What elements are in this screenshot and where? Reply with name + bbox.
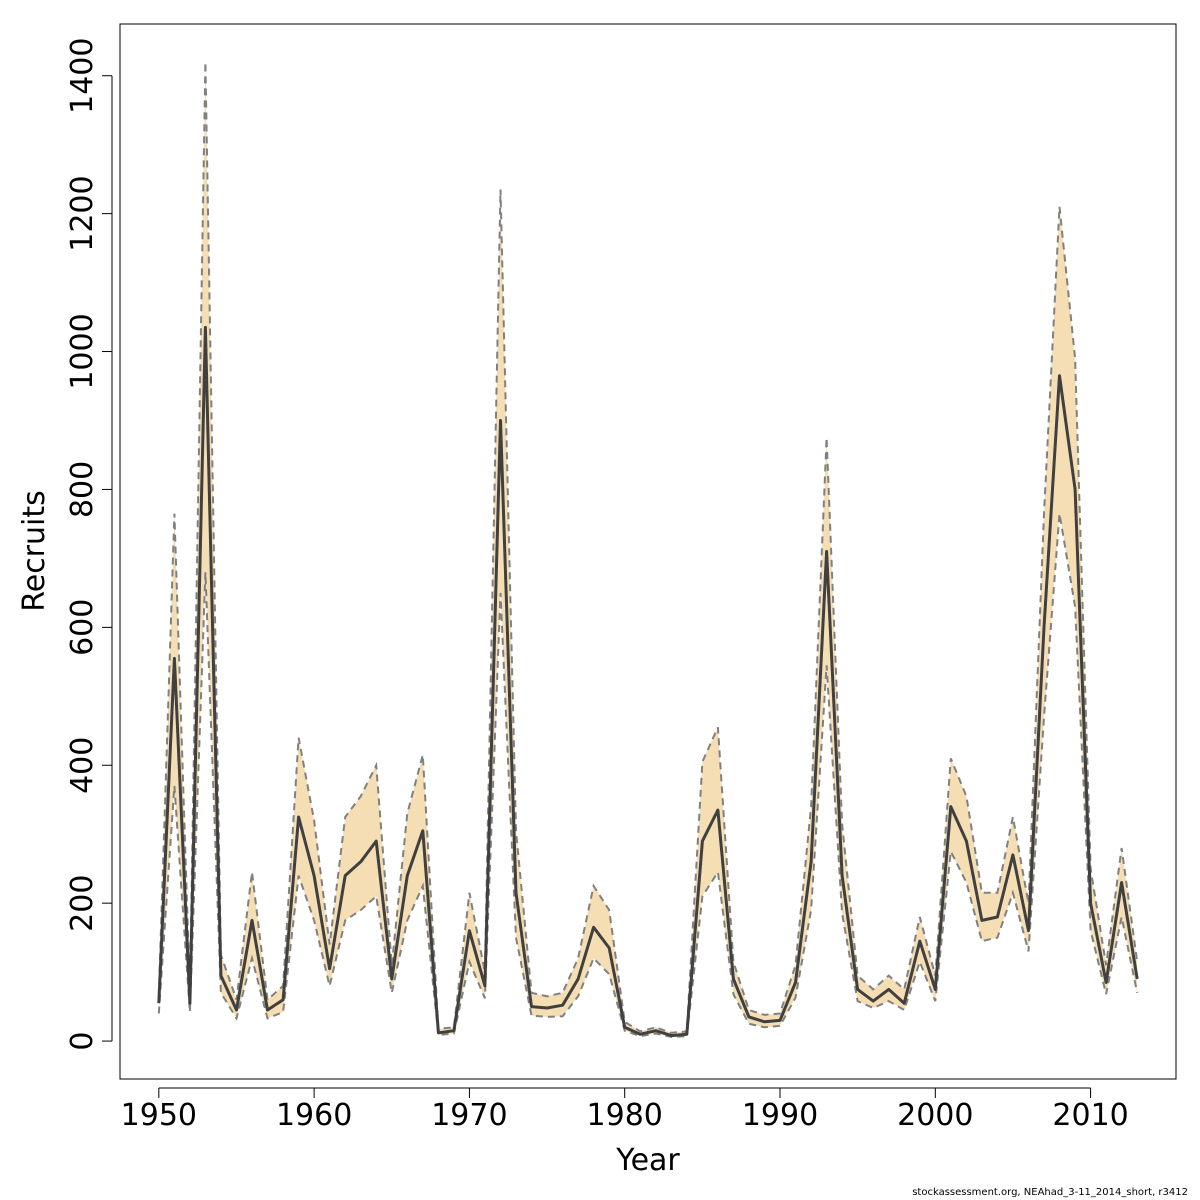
y-tick-label: 800	[65, 461, 100, 518]
x-tick-label: 1990	[742, 1098, 818, 1133]
upper-bound-line	[157, 61, 1139, 1034]
recruits-series-line	[157, 325, 1139, 1038]
confidence-band	[157, 61, 1139, 1038]
x-tick-label: 1960	[276, 1098, 352, 1133]
footer-caption: stockassessment.org, NEAhad_3-11_2014_sh…	[912, 1187, 1188, 1198]
y-axis: 0 200 400 600 800 1000 1200 1400	[65, 38, 113, 1051]
plot-frame	[119, 23, 1177, 1080]
x-tick-label: 1950	[121, 1098, 197, 1133]
y-tick-label: 0	[65, 1032, 100, 1051]
lower-bound-line	[157, 513, 1139, 1038]
x-tick-label: 1970	[431, 1098, 507, 1133]
x-axis: 1950 1960 1970 1980 1990 2000 2010	[121, 1087, 1129, 1133]
y-axis-title: Recruits	[17, 490, 52, 612]
x-tick-label: 2010	[1052, 1098, 1128, 1133]
band-area	[158, 61, 1138, 1037]
y-tick-label: 1400	[65, 38, 100, 114]
y-tick-label: 1200	[65, 175, 100, 251]
estimate-line	[157, 325, 1139, 1038]
y-tick-label: 1000	[65, 313, 100, 389]
y-tick-label: 200	[65, 875, 100, 932]
x-axis-title: Year	[615, 1143, 680, 1178]
y-tick-label: 400	[65, 737, 100, 794]
y-tick-label: 600	[65, 599, 100, 656]
x-tick-label: 1980	[587, 1098, 663, 1133]
x-tick-label: 2000	[897, 1098, 973, 1133]
